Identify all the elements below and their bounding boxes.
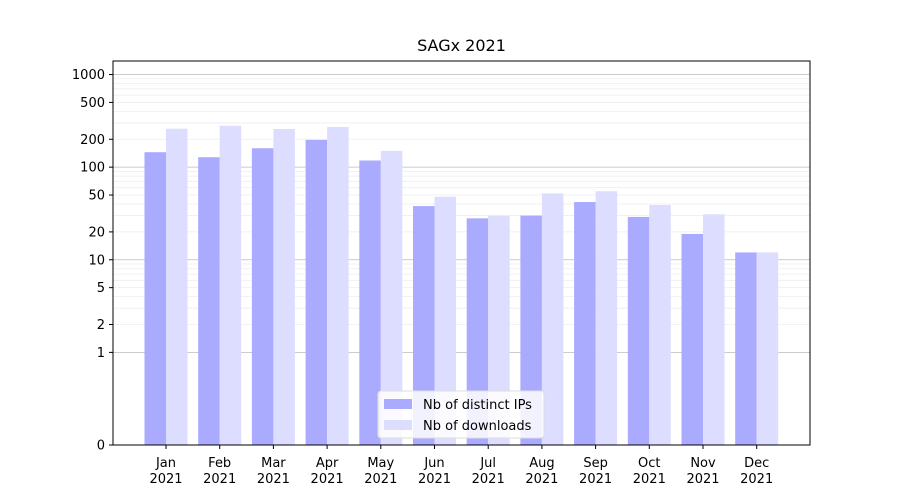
bar-downloads [488,215,510,445]
bar-downloads [703,214,725,445]
legend-label: Nb of downloads [423,419,532,434]
x-tick-label: Dec 2021 [740,456,773,487]
legend-label: Nb of distinct IPs [423,398,532,413]
x-tick-label: Oct 2021 [633,456,666,487]
bar-distinct-ips [198,157,220,445]
x-tick-label: Feb 2021 [203,456,236,487]
chart-title: SAGx 2021 [417,36,506,55]
plot-frame [112,60,811,446]
bar-distinct-ips [413,206,435,445]
x-tick-label: Jun 2021 [418,456,451,487]
bar-downloads [595,191,618,445]
bar-distinct-ips [305,139,328,445]
y-tick-label: 0 [97,439,105,454]
bar-downloads [756,252,779,445]
y-tick-label: 200 [80,133,105,148]
x-tick-label: May 2021 [364,456,397,487]
y-tick-label: 1000 [72,68,105,83]
x-tick-label: Sep 2021 [579,456,612,487]
bars [144,125,779,446]
bar-distinct-ips [251,148,274,445]
legend-swatch [384,399,412,409]
bar-downloads [434,196,456,445]
y-tick-label: 100 [80,161,105,176]
bar-downloads [327,126,349,446]
bar-distinct-ips [466,218,489,445]
y-tick-label: 50 [88,189,105,204]
y-tick-label: 2 [97,318,105,333]
y-axis: 0 1 2 5 10 20 50 100 200 500 1000 [72,68,113,454]
bar-distinct-ips [144,152,166,445]
x-tick-label: Nov 2021 [686,456,719,487]
x-tick-label: Apr 2021 [311,456,344,487]
legend: Nb of distinct IPs Nb of downloads [377,390,545,439]
bar-downloads [541,193,564,445]
y-tick-label: 1 [97,346,105,361]
bar-distinct-ips [627,216,650,445]
y-tick-label: 5 [97,281,105,296]
bar-downloads [219,125,242,445]
bar-downloads [380,150,403,446]
bar-distinct-ips [520,215,542,445]
x-tick-label: Jan 2021 [149,456,182,487]
bar-downloads [166,128,188,445]
bar-distinct-ips [681,233,703,445]
bar-downloads [649,205,671,445]
legend-swatch [384,420,412,430]
bar-distinct-ips [574,202,596,445]
y-tick-label: 10 [88,253,105,268]
bar-distinct-ips [359,160,381,446]
bar-distinct-ips [735,252,757,445]
x-tick-label: Jul 2021 [472,456,505,487]
x-tick-label: Mar 2021 [257,456,290,487]
y-tick-label: 500 [80,96,105,111]
legend-box [377,390,545,439]
y-tick-label: 20 [88,225,105,240]
x-axis: Jan 2021 Feb 2021 Mar 2021 Apr 2021 May 2021 Jun 20… [149,445,773,487]
bar-downloads [273,129,295,445]
x-tick-label: Aug 2021 [525,456,558,487]
